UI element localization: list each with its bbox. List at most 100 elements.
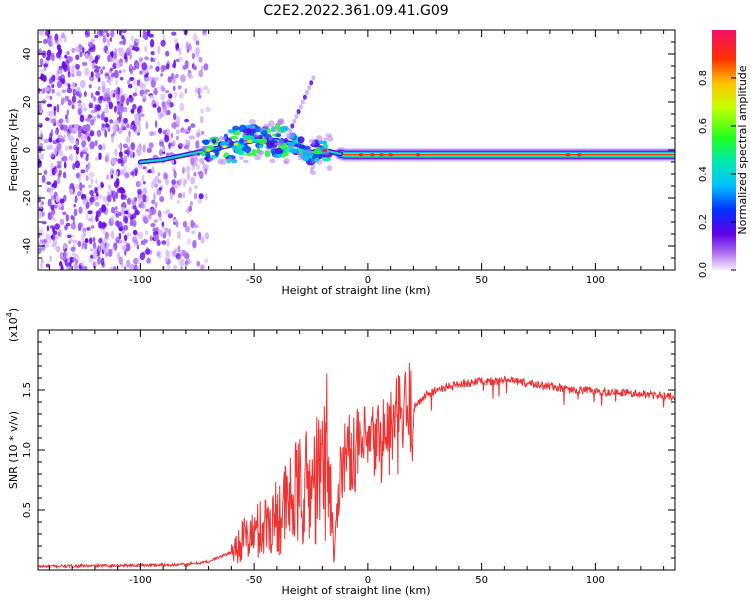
noise-speckle xyxy=(62,155,68,162)
snr-y-scale-label: (x10 xyxy=(7,317,20,342)
noise-speckle xyxy=(86,30,90,33)
ridge-halo-blob xyxy=(277,138,284,146)
noise-speckle xyxy=(38,30,45,36)
noise-speckle xyxy=(132,103,137,110)
ridge-blob xyxy=(230,135,239,140)
noise-speckle xyxy=(130,35,134,42)
noise-speckle xyxy=(106,191,111,196)
noise-speckle xyxy=(123,117,128,124)
noise-speckle xyxy=(113,70,119,79)
noise-speckle xyxy=(122,106,128,113)
noise-speckle xyxy=(140,113,145,117)
noise-speckle xyxy=(153,219,158,223)
noise-speckle xyxy=(46,35,52,44)
noise-speckle xyxy=(177,192,183,199)
noise-speckle xyxy=(112,266,117,270)
noise-speckle xyxy=(107,54,111,63)
noise-speckle xyxy=(185,41,190,51)
noise-speckle xyxy=(112,58,116,64)
noise-speckle xyxy=(150,51,155,56)
noise-speckle xyxy=(84,238,89,244)
noise-speckle xyxy=(89,196,95,203)
noise-speckle xyxy=(53,180,58,189)
ridge-streak-blob xyxy=(288,128,293,134)
noise-speckle xyxy=(104,30,109,34)
noise-speckle xyxy=(51,152,55,156)
noise-speckle xyxy=(137,231,144,240)
noise-speckle xyxy=(142,144,146,153)
noise-speckle xyxy=(191,230,196,235)
noise-speckle xyxy=(67,83,71,89)
noise-speckle xyxy=(158,127,163,134)
ridge-streak-blob xyxy=(290,123,295,129)
noise-speckle xyxy=(160,65,165,73)
noise-speckle xyxy=(191,52,195,60)
noise-speckle xyxy=(194,86,198,94)
noise-speckle xyxy=(196,260,201,267)
noise-speckle xyxy=(173,183,179,189)
noise-speckle xyxy=(203,63,209,71)
noise-speckle xyxy=(73,123,78,132)
noise-speckle xyxy=(152,58,156,63)
ridge-halo-blob xyxy=(190,161,198,167)
noise-speckle xyxy=(126,97,130,106)
noise-speckle xyxy=(133,257,139,265)
noise-speckle xyxy=(108,101,114,110)
noise-speckle xyxy=(95,91,100,96)
noise-speckle xyxy=(71,64,75,74)
noise-speckle xyxy=(47,198,52,207)
noise-speckle xyxy=(160,39,166,47)
ridge-halo-blob xyxy=(238,156,245,160)
noise-speckle xyxy=(78,206,83,214)
noise-speckle xyxy=(75,147,79,155)
noise-speckle xyxy=(94,140,98,147)
noise-speckle xyxy=(98,220,103,229)
snr-x-axis: -100 -50 0 50 100 xyxy=(48,330,665,586)
noise-speckle xyxy=(113,180,120,189)
noise-speckle xyxy=(149,250,152,255)
noise-speckle xyxy=(55,195,60,203)
noise-speckle xyxy=(92,237,96,243)
noise-speckle xyxy=(115,171,119,177)
noise-speckle xyxy=(123,266,127,270)
noise-speckle xyxy=(79,182,83,191)
ridge-halo-blob xyxy=(220,158,227,165)
noise-speckle xyxy=(96,184,100,191)
noise-speckle xyxy=(74,160,80,169)
noise-speckle xyxy=(88,84,92,89)
noise-speckle xyxy=(135,61,140,70)
noise-speckle xyxy=(135,38,141,43)
noise-speckle xyxy=(96,129,102,137)
noise-speckle xyxy=(157,210,162,218)
noise-speckle xyxy=(107,248,113,257)
noise-speckle xyxy=(166,63,170,70)
noise-speckle xyxy=(120,95,126,104)
noise-speckle xyxy=(134,208,139,215)
noise-speckle xyxy=(81,261,85,267)
noise-speckle xyxy=(105,103,109,108)
ridge-blob xyxy=(229,140,235,146)
noise-speckle xyxy=(172,139,176,146)
noise-speckle xyxy=(204,232,210,240)
noise-speckle xyxy=(102,111,105,116)
ridge-halo-blob xyxy=(311,158,315,164)
ridge-streak-blob xyxy=(305,89,309,95)
noise-speckle xyxy=(202,30,207,34)
noise-speckle xyxy=(70,246,76,252)
noise-speckle xyxy=(75,155,78,161)
ridge-halo-blob xyxy=(269,158,276,164)
noise-speckle xyxy=(73,144,77,151)
noise-speckle xyxy=(88,237,93,245)
ridge-halo-blob xyxy=(188,135,195,140)
noise-speckle xyxy=(115,78,119,86)
noise-speckle xyxy=(101,123,105,128)
noise-speckle xyxy=(73,263,79,270)
noise-speckle xyxy=(72,215,76,225)
noise-speckle xyxy=(47,145,51,150)
noise-speckle xyxy=(60,264,64,270)
noise-speckle xyxy=(46,225,50,232)
noise-speckle xyxy=(131,236,138,243)
noise-speckle xyxy=(126,259,130,268)
ridge-hotspot xyxy=(379,153,384,157)
noise-speckle xyxy=(149,65,153,70)
